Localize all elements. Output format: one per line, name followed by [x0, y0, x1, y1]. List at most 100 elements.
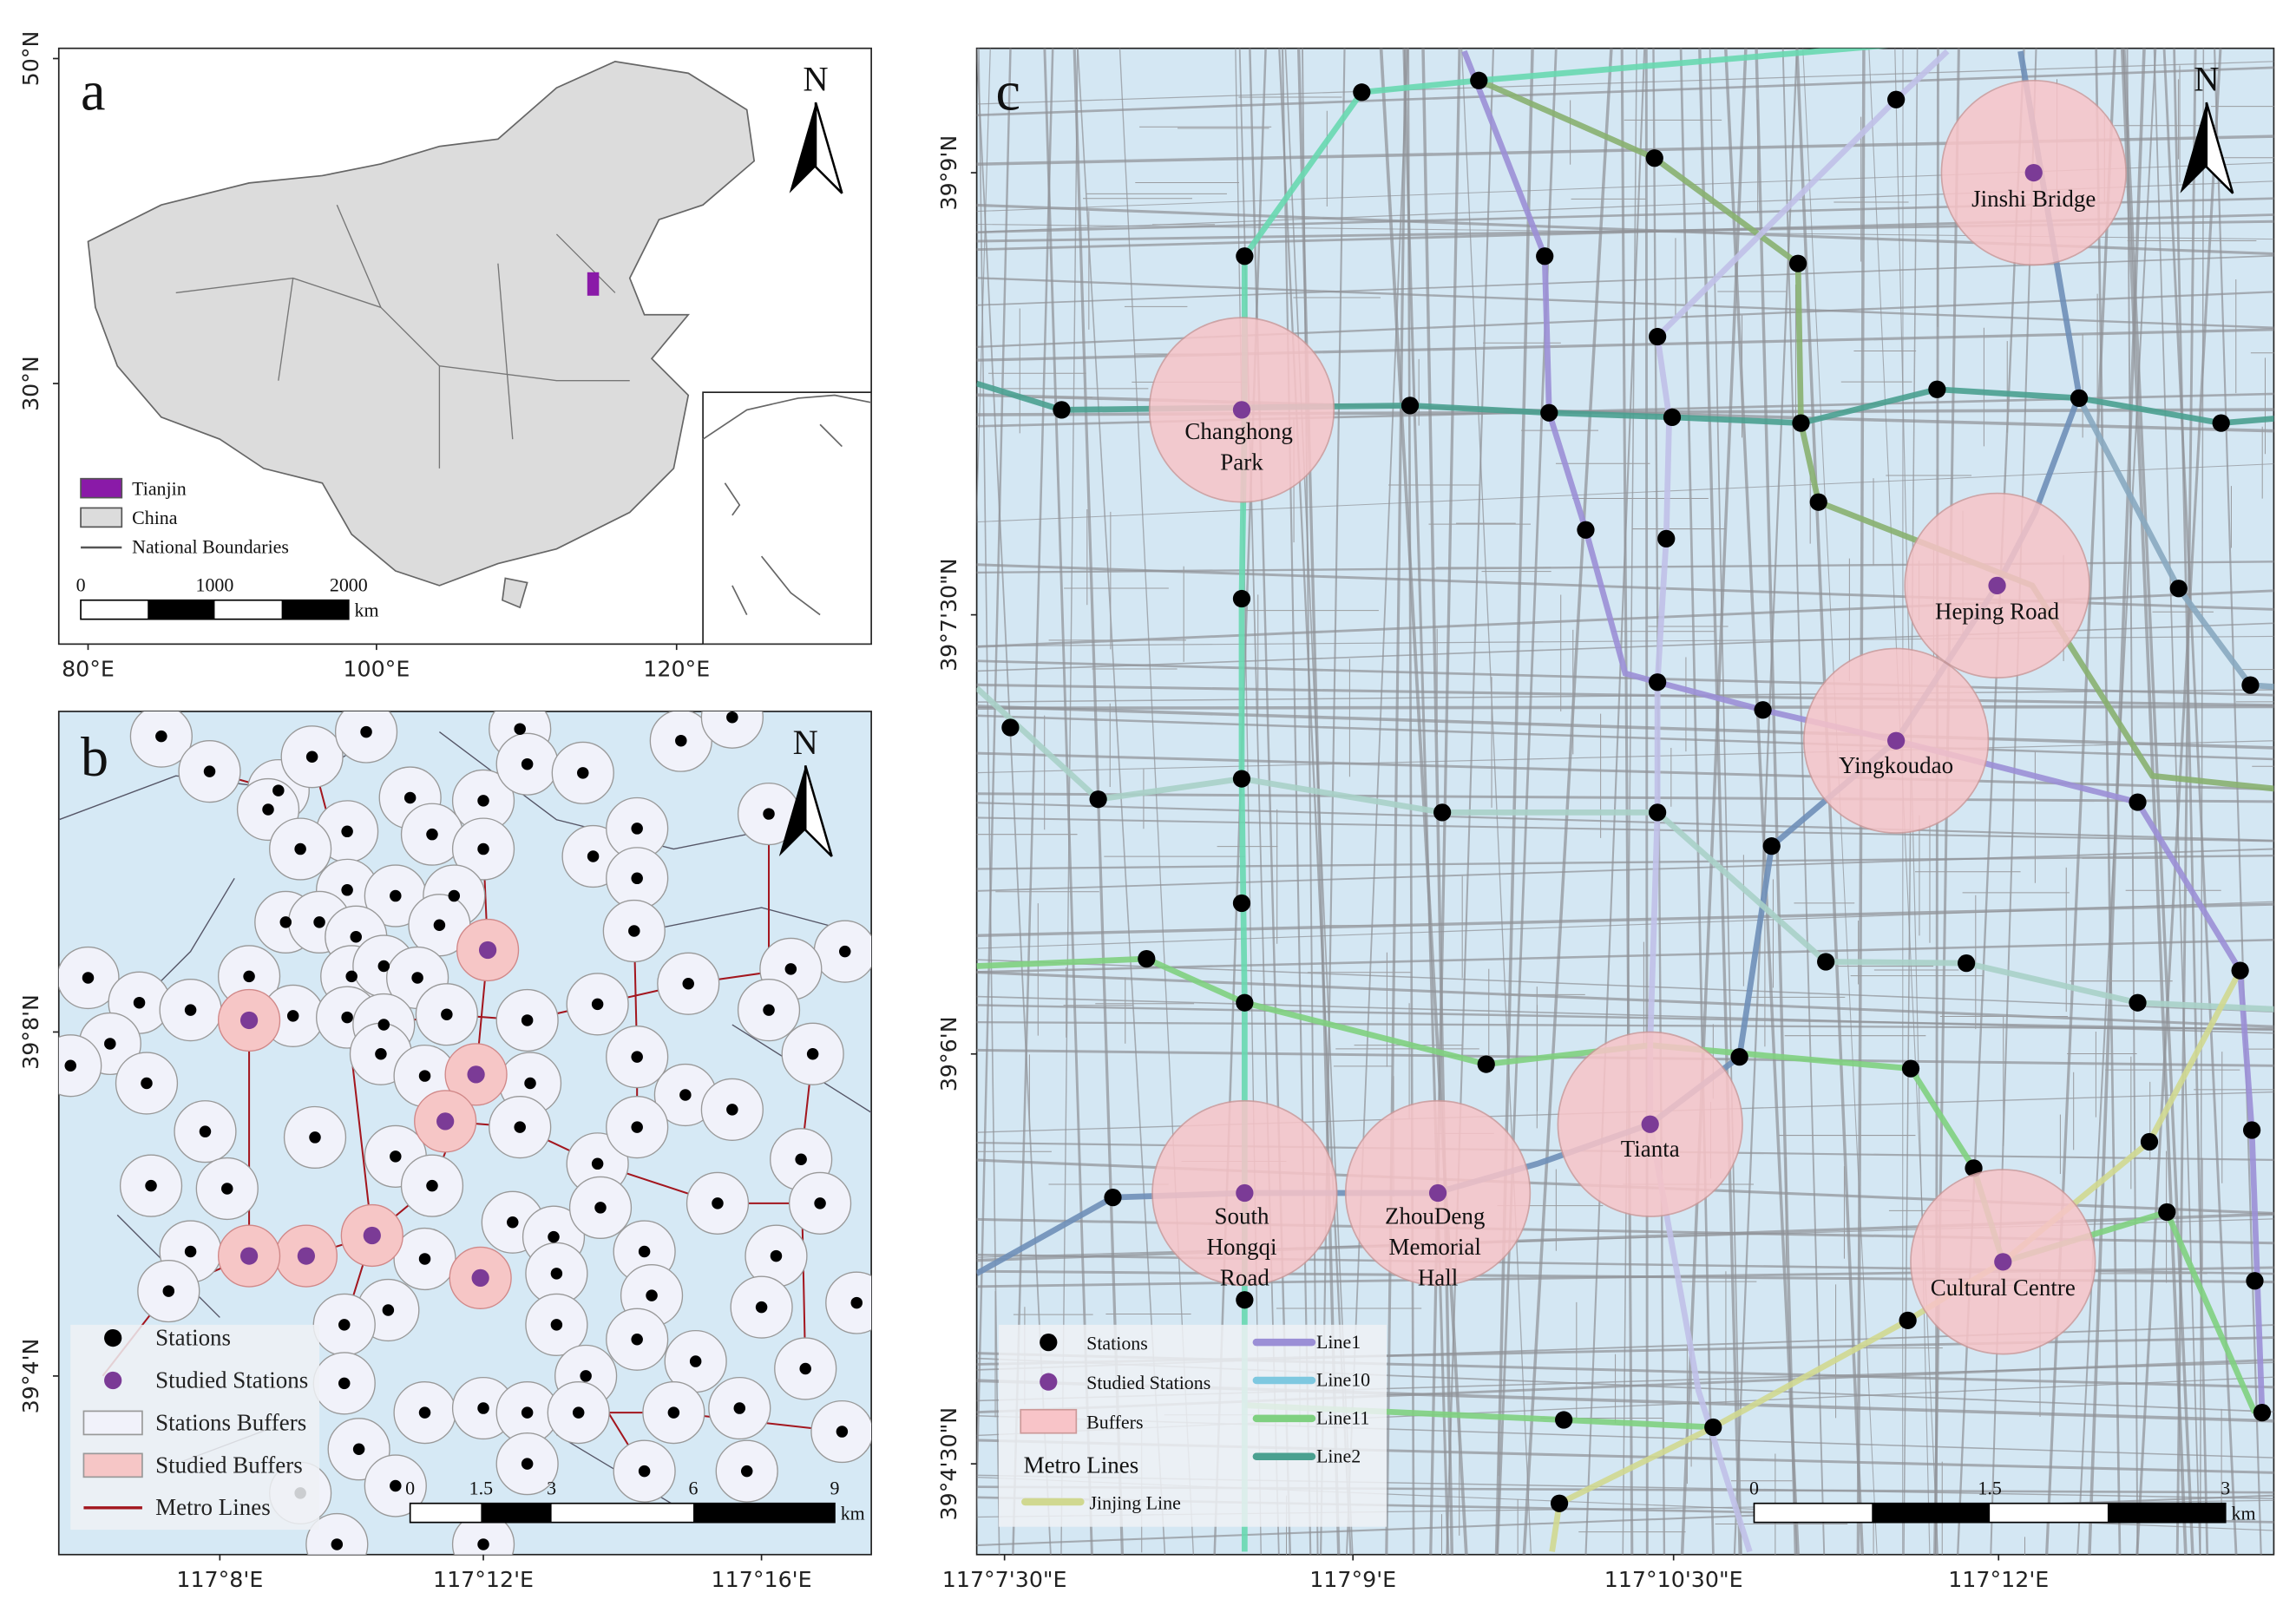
station: [726, 711, 738, 724]
road: [976, 802, 2274, 842]
north-label: N: [2194, 60, 2219, 99]
legend-swatch: [82, 1410, 143, 1436]
north-arrow: [814, 102, 843, 194]
road: [1644, 48, 1649, 1555]
station: [839, 945, 851, 958]
station: [572, 1406, 585, 1419]
latitude-label: 39°4'30"N: [936, 1407, 961, 1521]
road: [1680, 48, 1748, 1555]
legend-label: Buffers: [1086, 1412, 1143, 1433]
scale-bar-segment: [148, 600, 215, 619]
station: [1754, 701, 1772, 719]
studied-station: [436, 1112, 455, 1131]
station: [418, 1253, 431, 1265]
legend-label: Stations: [155, 1325, 231, 1351]
studied-station: [1641, 1115, 1659, 1133]
station: [814, 1197, 826, 1209]
scale-unit: km: [841, 1502, 865, 1524]
station: [162, 1285, 175, 1297]
studied-station: [239, 1247, 259, 1265]
scale-bar-segment: [281, 600, 349, 619]
station: [2246, 1272, 2264, 1290]
legend-label: China: [132, 507, 178, 528]
station: [1540, 403, 1558, 422]
station: [1001, 718, 1020, 737]
station: [1645, 149, 1663, 167]
studied-station: [1428, 1183, 1447, 1203]
station: [675, 734, 687, 747]
panel-c-map: [976, 48, 2274, 1555]
road: [976, 659, 2274, 697]
station: [262, 803, 274, 816]
station: [550, 1268, 563, 1280]
latitude-label: 30°N: [18, 356, 43, 411]
station: [521, 1406, 534, 1419]
north-arrow: [789, 102, 817, 193]
station: [1236, 993, 1254, 1012]
station: [679, 1089, 692, 1101]
station: [836, 1426, 849, 1438]
road: [1320, 48, 1346, 1555]
station: [638, 1465, 651, 1478]
scale-unit: km: [355, 599, 379, 620]
station: [667, 1406, 680, 1419]
inset-frame: [702, 391, 872, 645]
station: [521, 1014, 534, 1026]
station: [433, 919, 446, 932]
station: [243, 970, 255, 983]
longitude-label: 117°8'E: [176, 1567, 263, 1592]
studied-station: [1988, 576, 2006, 594]
station: [82, 972, 95, 984]
longitude-label: 117°7'30"E: [942, 1567, 1067, 1592]
studied-station: [1994, 1253, 2012, 1271]
station: [1353, 83, 1371, 102]
station: [1138, 949, 1156, 968]
longitude-label: 100°E: [343, 656, 410, 681]
road: [1724, 48, 1800, 1555]
road: [1407, 48, 1415, 1555]
north-arrow: [2180, 102, 2207, 193]
station: [638, 1245, 651, 1258]
longitude-label: 120°E: [643, 656, 710, 681]
north-label: N: [793, 723, 818, 762]
station: [1788, 254, 1807, 272]
station-name: Jinshi Bridge: [1971, 186, 2096, 212]
station: [477, 1402, 489, 1414]
scale-bar-segment: [481, 1503, 552, 1523]
station: [733, 1402, 746, 1414]
station: [64, 1059, 76, 1072]
station-name: Heping Road: [1935, 599, 2060, 625]
road: [1296, 48, 1341, 1555]
station: [580, 1370, 592, 1382]
station: [740, 1465, 753, 1478]
station-name: South Hongqi Road: [1207, 1203, 1283, 1290]
station: [550, 1319, 563, 1331]
legend-swatch: [80, 477, 123, 499]
station: [403, 791, 417, 804]
station: [2169, 580, 2188, 598]
station: [272, 784, 285, 796]
station: [1928, 380, 1946, 398]
road: [976, 848, 2274, 892]
station: [631, 823, 643, 835]
legend-title: Metro Lines: [1024, 1452, 1139, 1478]
legend-label: Studied Buffers: [155, 1452, 303, 1478]
station-buffer: [700, 711, 764, 749]
studied-station: [471, 1268, 489, 1288]
station: [221, 1183, 233, 1195]
station: [1550, 1494, 1569, 1512]
station: [360, 725, 372, 738]
station: [1704, 1418, 1722, 1437]
legend-label: Stations Buffers: [155, 1409, 306, 1435]
station: [594, 1202, 607, 1214]
panel-label: a: [81, 61, 105, 122]
station: [587, 850, 600, 862]
station: [770, 1249, 783, 1262]
road: [1781, 48, 1826, 1555]
station: [477, 1538, 489, 1550]
studied-station: [2024, 163, 2043, 182]
station: [1901, 1059, 1920, 1078]
station: [390, 889, 402, 902]
legend-swatch: [1020, 1408, 1078, 1434]
